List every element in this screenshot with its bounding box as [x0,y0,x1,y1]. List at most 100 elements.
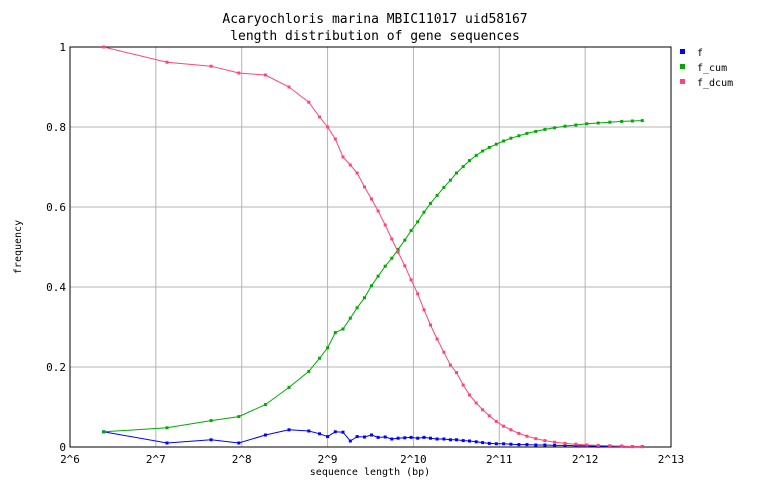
data-point [370,433,373,437]
data-point [333,331,337,335]
data-point [403,238,407,242]
x-axis-label: sequence length (bp) [310,467,430,478]
data-point [390,256,394,260]
data-point [409,229,413,233]
data-point [442,350,446,354]
data-point [435,337,439,341]
data-point [563,441,567,445]
data-point [341,155,345,159]
x-tick-label: 2^12 [572,453,599,466]
data-point [543,127,547,131]
data-point [502,424,506,428]
data-point [487,414,491,418]
data-point [307,100,311,104]
data-point [209,64,213,68]
x-tick-label: 2^13 [658,453,685,466]
chart-subtitle: length distribution of gene sequences [230,29,520,44]
data-point [487,441,491,445]
data-point [494,419,498,423]
data-point [630,445,634,449]
data-point [396,250,400,254]
data-point [455,171,458,175]
data-point [416,436,420,440]
data-point [509,136,513,140]
data-point [543,439,547,443]
data-point [341,327,345,331]
data-point [390,237,394,241]
data-point [237,71,241,75]
data-point [237,415,241,419]
data-point [287,85,291,89]
data-point [263,433,267,437]
data-point [390,437,394,441]
y-tick-label: 0.8 [46,121,66,134]
data-point [448,438,452,442]
data-point [502,442,506,446]
data-point [502,139,506,143]
data-point [348,316,352,320]
plot-frame [69,46,672,448]
data-point [165,426,169,430]
data-point [481,408,485,412]
x-tick-label: 2^10 [400,453,427,466]
data-point [326,346,330,350]
data-point [307,369,311,373]
data-point [468,393,471,397]
data-point [525,443,529,447]
data-point [370,284,373,288]
data-point [461,383,465,387]
data-point [333,430,337,434]
y-tick-label: 0.4 [46,281,66,294]
data-point [596,443,600,447]
data-point [448,178,452,182]
data-point [494,442,498,446]
data-point [509,428,513,432]
data-point [348,439,352,443]
data-point [468,159,471,163]
legend: f f_cum f_dcum [680,48,733,89]
data-point [574,442,578,446]
data-point [396,436,400,440]
data-point [409,435,413,439]
data-point [525,131,529,135]
data-point [326,125,330,129]
data-point [263,403,267,407]
data-point [543,443,547,447]
y-tick-label: 0.6 [46,201,66,214]
data-point [563,124,567,128]
data-point [442,437,446,441]
x-tick-label: 2^8 [232,453,252,466]
data-point [355,171,359,175]
data-point [383,435,387,439]
data-point [237,441,241,445]
data-point [585,122,589,126]
data-point [574,444,578,448]
data-point [383,223,387,227]
data-point [429,323,432,327]
data-point [355,435,359,439]
data-point [416,220,420,224]
data-point [287,385,291,389]
data-point [534,437,538,441]
y-axis-label: frequency [13,220,24,274]
legend-label: f_dcum [697,78,733,89]
data-point [461,439,465,443]
data-point [585,443,589,447]
y-axis: 0 0.2 0.4 0.6 0.8 1 [46,41,66,454]
data-point [370,197,373,201]
data-point [596,121,600,125]
data-point [487,145,491,149]
data-point [422,435,426,439]
y-tick-label: 0.2 [46,361,66,374]
data-point [263,73,267,77]
x-tick-label: 2^9 [318,453,338,466]
data-point [396,247,400,251]
data-point [355,306,359,310]
legend-item: f_dcum [680,78,733,89]
data-point [517,431,521,435]
data-point [209,438,213,442]
data-point [442,185,446,189]
data-point [553,443,557,447]
